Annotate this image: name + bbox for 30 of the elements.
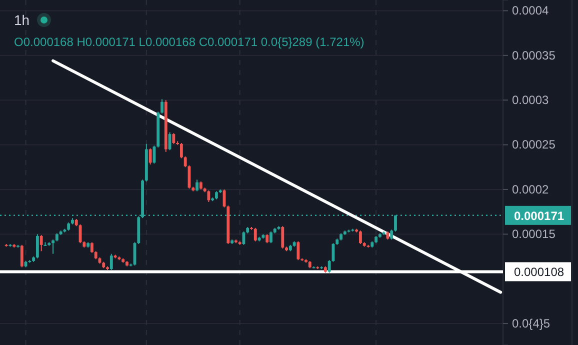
candlestick: [90, 242, 94, 254]
candlestick: [359, 230, 362, 245]
annotation: O0.000168 H0.000171 L0.000168 C0.000171 0.0{5}289 (1.721%): [14, 35, 364, 49]
candlestick: [148, 148, 152, 165]
text: 1h: [14, 12, 30, 28]
y-tick-label: 0.0003: [512, 92, 550, 107]
y-tick-label: 0.00035: [512, 48, 556, 62]
y-tick-label: 0.00015: [512, 227, 556, 242]
candlestick: [196, 179, 198, 192]
candlestick: [254, 227, 257, 242]
candlestick: [180, 142, 183, 159]
candlestick: [390, 229, 394, 240]
ref-line-label: 0.000108: [514, 265, 564, 280]
y-tick-label: 0.0004: [512, 4, 550, 18]
candlestick: [160, 98, 164, 114]
candlestick: [207, 190, 210, 202]
candlestick: [152, 145, 156, 164]
candlestick: [270, 230, 272, 244]
y-tick-label: 0.0002: [512, 182, 550, 196]
candlestick: [36, 234, 39, 259]
candlestick: [281, 226, 284, 249]
candlestick: [40, 234, 43, 252]
candlestick: [52, 239, 54, 254]
y-tick-label: 0.00025: [512, 138, 556, 152]
candlestick: [20, 244, 24, 268]
candlestick: [296, 240, 300, 261]
y-tick-label: 0.0{4}5: [512, 316, 550, 330]
candlestick: [110, 253, 113, 270]
ref-line-label: 0.000171: [514, 208, 564, 223]
candlestick: [172, 132, 176, 144]
